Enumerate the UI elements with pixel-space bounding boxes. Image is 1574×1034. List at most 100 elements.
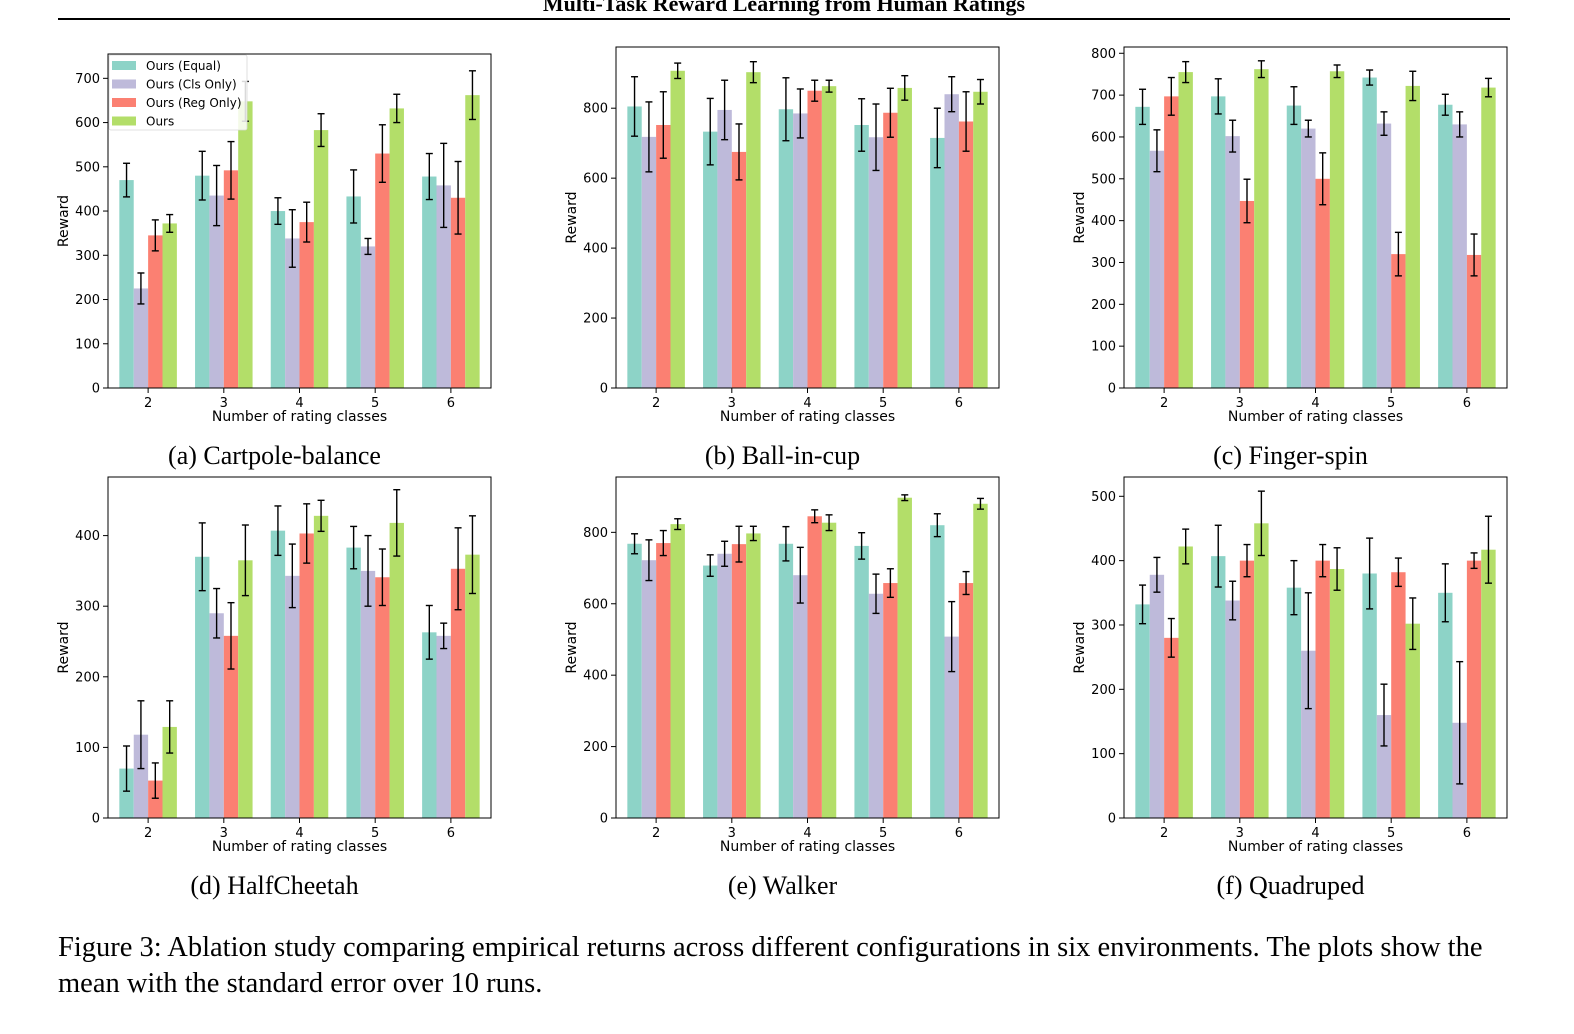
page-header: Multi-Task Reward Learning from Human Ra…: [58, 0, 1510, 20]
error-bar: [137, 700, 145, 770]
y-axis-label: Reward: [564, 191, 580, 243]
bar: [778, 543, 794, 818]
bar: [746, 72, 761, 389]
bar: [973, 503, 988, 818]
error-bar: [1366, 537, 1374, 610]
error-bar: [1333, 547, 1341, 591]
y-tick-label: 100: [75, 741, 100, 756]
bar: [1391, 254, 1406, 388]
error-bar: [1441, 93, 1449, 116]
y-tick-label: 400: [1091, 554, 1116, 569]
y-tick-label: 0: [600, 812, 608, 827]
bar: [313, 130, 329, 388]
error-bar: [393, 489, 401, 557]
y-axis-label: Reward: [56, 195, 72, 247]
bar: [958, 121, 974, 388]
error-bar: [631, 76, 639, 137]
error-bar: [1380, 111, 1388, 136]
y-axis-label: Reward: [1072, 621, 1088, 673]
error-bar: [948, 600, 956, 673]
error-bar: [749, 525, 757, 542]
error-bar: [1167, 617, 1175, 658]
bar: [148, 780, 163, 818]
x-tick-label: 4: [803, 826, 811, 841]
bar: [1438, 104, 1453, 389]
error-bar: [1139, 88, 1147, 126]
bar: [1438, 592, 1453, 818]
bar: [389, 522, 404, 818]
bar: [854, 545, 869, 818]
y-tick-label: 0: [1108, 812, 1116, 827]
x-tick-label: 2: [652, 826, 660, 841]
bar: [656, 124, 671, 389]
bar: [360, 570, 376, 818]
error-bar: [317, 499, 325, 533]
bar: [1452, 124, 1467, 389]
bar: [1376, 715, 1392, 818]
error-bar: [1153, 129, 1161, 173]
error-bar: [213, 587, 221, 639]
bar: [930, 137, 945, 388]
error-bar: [1153, 556, 1161, 593]
x-axis-label: Number of rating classes: [212, 839, 387, 855]
x-axis-label: Number of rating classes: [720, 839, 895, 855]
x-axis-label: Number of rating classes: [212, 409, 387, 425]
legend: Ours (Equal) Ours (Cls Only) Ours (Reg Onl…: [108, 54, 248, 131]
x-tick-label: 3: [220, 826, 228, 841]
x-tick-label: 6: [1463, 826, 1471, 841]
error-bar: [137, 272, 145, 305]
subplot-caption: (f) Quadruped: [1217, 871, 1365, 900]
bar: [1178, 546, 1193, 818]
x-tick-label: 2: [1160, 396, 1168, 411]
error-bar: [317, 113, 325, 148]
error-bar: [1319, 543, 1327, 578]
y-tick-label: 300: [75, 600, 100, 615]
chart-panel-1: 0 100 200 300 400 500 600 700 2 3 4 5 6 Number of rat…: [56, 53, 492, 470]
figure: 0 100 200 300 400 500 600 700 2 3 4 5 6 Number of rat…: [56, 46, 1508, 900]
x-tick-label: 2: [144, 396, 152, 411]
bar: [285, 238, 300, 388]
y-tick-label: 500: [75, 160, 100, 175]
y-tick-label: 200: [583, 740, 608, 755]
bar: [270, 530, 286, 818]
chart-panel-3: 0 100 200 300 400 500 600 700 800 2 3 4 5 6 Number of …: [1072, 46, 1508, 470]
bar: [209, 195, 224, 388]
error-bar: [872, 573, 880, 615]
figure-caption: Figure 3: Ablation study comparing empir…: [58, 932, 1483, 999]
error-bar: [1333, 64, 1341, 79]
error-bar: [288, 543, 296, 609]
chart-panel-2: 0 200 400 600 800 2 3 4 5 6 Number of rating class…: [564, 46, 1000, 470]
error-bar: [1380, 683, 1388, 747]
bar: [436, 185, 451, 388]
error-bar: [976, 78, 984, 105]
error-bar: [440, 622, 448, 650]
bar: [703, 131, 718, 388]
y-tick-label: 600: [1091, 130, 1116, 145]
bar: [868, 593, 884, 818]
legend-label: Ours: [146, 115, 174, 129]
bar: [1254, 523, 1269, 818]
error-bar: [454, 160, 462, 235]
bar: [162, 726, 177, 818]
error-bar: [933, 513, 941, 538]
error-bar: [872, 103, 880, 172]
bar: [1225, 600, 1240, 818]
error-bar: [227, 140, 235, 200]
bar: [883, 583, 898, 818]
bar: [746, 533, 761, 818]
bar: [807, 90, 822, 388]
bar: [670, 70, 685, 388]
bar: [299, 222, 314, 388]
bar: [930, 525, 945, 818]
y-tick-label: 100: [1091, 747, 1116, 762]
error-bar: [706, 554, 714, 577]
bar: [285, 575, 300, 818]
x-tick-label: 6: [447, 826, 455, 841]
bar: [731, 151, 747, 388]
error-bar: [735, 123, 743, 181]
bar: [1466, 560, 1482, 818]
x-tick-label: 5: [1387, 826, 1395, 841]
error-bar: [721, 540, 729, 567]
error-bar: [901, 494, 909, 502]
error-bar: [1290, 86, 1298, 126]
